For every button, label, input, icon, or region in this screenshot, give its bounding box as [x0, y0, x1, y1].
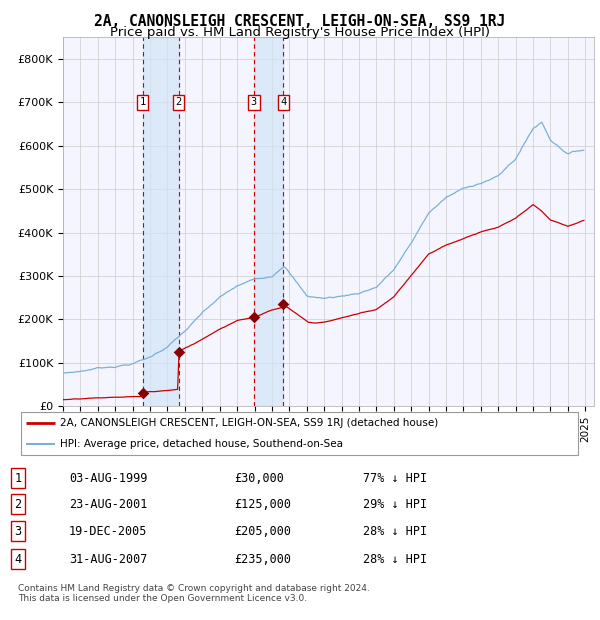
- Text: HPI: Average price, detached house, Southend-on-Sea: HPI: Average price, detached house, Sout…: [60, 438, 343, 449]
- Text: 28% ↓ HPI: 28% ↓ HPI: [363, 525, 427, 538]
- Text: 3: 3: [14, 525, 22, 538]
- Text: £30,000: £30,000: [234, 472, 284, 485]
- Point: [174, 347, 184, 357]
- FancyBboxPatch shape: [21, 412, 578, 455]
- Bar: [254, 37, 283, 406]
- Text: 2A, CANONSLEIGH CRESCENT, LEIGH-ON-SEA, SS9 1RJ: 2A, CANONSLEIGH CRESCENT, LEIGH-ON-SEA, …: [94, 14, 506, 29]
- Point: [138, 388, 148, 398]
- Text: 4: 4: [280, 97, 287, 107]
- Text: 2A, CANONSLEIGH CRESCENT, LEIGH-ON-SEA, SS9 1RJ (detached house): 2A, CANONSLEIGH CRESCENT, LEIGH-ON-SEA, …: [60, 418, 439, 428]
- Text: 3: 3: [251, 97, 257, 107]
- Text: Price paid vs. HM Land Registry's House Price Index (HPI): Price paid vs. HM Land Registry's House …: [110, 26, 490, 39]
- Text: 4: 4: [14, 552, 22, 565]
- Text: 1: 1: [14, 472, 22, 485]
- Text: 1: 1: [140, 97, 146, 107]
- Text: £235,000: £235,000: [234, 552, 291, 565]
- Text: 2: 2: [14, 498, 22, 511]
- Text: 23-AUG-2001: 23-AUG-2001: [69, 498, 148, 511]
- Text: 28% ↓ HPI: 28% ↓ HPI: [363, 552, 427, 565]
- Text: 29% ↓ HPI: 29% ↓ HPI: [363, 498, 427, 511]
- Text: 77% ↓ HPI: 77% ↓ HPI: [363, 472, 427, 485]
- Text: 2: 2: [175, 97, 182, 107]
- Text: Contains HM Land Registry data © Crown copyright and database right 2024.
This d: Contains HM Land Registry data © Crown c…: [18, 584, 370, 603]
- Text: 31-AUG-2007: 31-AUG-2007: [69, 552, 148, 565]
- Point: [278, 299, 288, 309]
- Text: 03-AUG-1999: 03-AUG-1999: [69, 472, 148, 485]
- Text: £125,000: £125,000: [234, 498, 291, 511]
- Text: 19-DEC-2005: 19-DEC-2005: [69, 525, 148, 538]
- Point: [249, 312, 259, 322]
- Bar: [143, 37, 179, 406]
- Text: £205,000: £205,000: [234, 525, 291, 538]
